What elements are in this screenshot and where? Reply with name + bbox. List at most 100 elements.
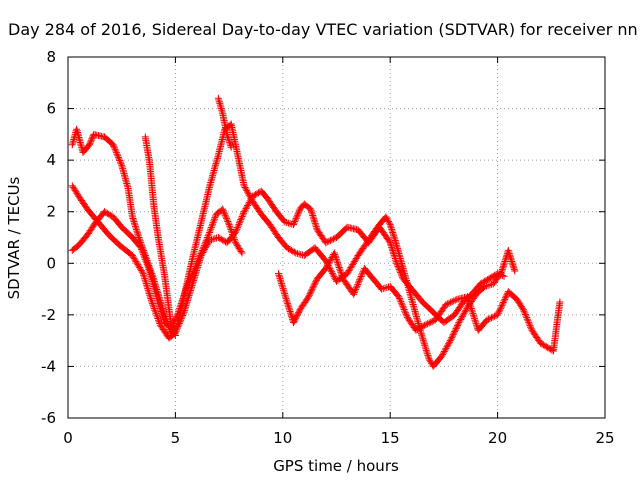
data-point <box>155 318 163 326</box>
data-point <box>304 294 312 302</box>
data-point <box>385 218 392 225</box>
data-point <box>497 269 505 276</box>
data-point <box>308 285 316 293</box>
data-point <box>502 294 509 302</box>
data-point <box>454 322 461 330</box>
data-point <box>426 356 434 364</box>
data-point <box>524 317 532 325</box>
data-point <box>488 314 495 322</box>
data-point <box>140 247 148 255</box>
data-point <box>136 264 144 272</box>
data-point <box>223 216 231 224</box>
data-point <box>167 321 175 329</box>
data-point <box>346 265 354 273</box>
data-point <box>238 214 245 222</box>
data-point <box>295 309 303 317</box>
data-point <box>351 287 359 295</box>
data-point <box>443 343 451 351</box>
data-point <box>324 261 331 269</box>
data-point <box>465 298 473 306</box>
y-tick-label: -2 <box>41 306 56 324</box>
data-point <box>395 293 403 301</box>
data-point <box>198 250 206 258</box>
data-point <box>134 261 142 269</box>
data-point <box>136 235 143 243</box>
data-point <box>292 216 299 224</box>
data-point <box>464 293 471 301</box>
data-point <box>295 208 303 216</box>
data-point <box>138 242 146 250</box>
data-point <box>242 205 250 213</box>
data-point <box>153 311 161 319</box>
data-point <box>325 237 333 245</box>
data-point <box>501 295 509 303</box>
data-point <box>336 265 344 273</box>
data-point <box>500 297 508 305</box>
data-point <box>519 304 526 312</box>
data-point <box>283 244 291 252</box>
data-point <box>232 227 240 235</box>
data-point <box>399 304 407 312</box>
data-point <box>343 270 351 278</box>
data-point <box>116 158 124 166</box>
data-point <box>337 270 345 278</box>
data-point <box>150 303 158 311</box>
data-point <box>239 211 247 219</box>
data-point <box>347 264 355 272</box>
data-point <box>379 285 387 293</box>
data-point <box>476 280 484 288</box>
data-point <box>145 290 153 298</box>
data-point <box>453 323 461 331</box>
data-point <box>496 306 504 314</box>
data-point <box>233 242 241 250</box>
data-point <box>542 343 550 351</box>
data-point <box>154 315 162 322</box>
data-point <box>142 253 150 261</box>
data-point <box>460 309 468 317</box>
data-point <box>293 211 301 219</box>
data-point <box>446 337 454 345</box>
data-point <box>243 203 251 211</box>
data-point <box>221 211 229 219</box>
data-point <box>358 271 366 279</box>
data-point <box>148 300 156 308</box>
data-point <box>137 267 145 275</box>
data-point <box>88 135 96 143</box>
data-point <box>169 326 177 334</box>
data-point <box>244 202 252 209</box>
data-point <box>224 218 232 225</box>
data-point <box>206 229 213 236</box>
data-point <box>152 310 160 318</box>
data-point <box>138 268 146 276</box>
data-point <box>168 324 176 332</box>
data-point <box>153 313 161 321</box>
data-point <box>135 234 143 241</box>
data-point <box>335 262 343 270</box>
data-point <box>294 210 302 218</box>
x-tick-label: 20 <box>488 429 507 447</box>
data-point <box>350 290 358 298</box>
data-point <box>427 318 435 326</box>
data-point <box>424 320 432 328</box>
data-point <box>525 320 533 328</box>
data-point <box>253 190 261 198</box>
data-point <box>323 238 331 246</box>
data-point <box>525 318 533 326</box>
data-point <box>309 284 317 292</box>
data-point <box>400 306 408 313</box>
data-point <box>526 322 534 330</box>
data-point <box>310 282 318 290</box>
data-point <box>141 252 149 259</box>
data-point <box>148 298 156 306</box>
data-point <box>287 246 295 254</box>
data-point <box>489 272 497 280</box>
data-point <box>205 230 213 238</box>
data-point <box>117 160 125 168</box>
data-point <box>449 332 456 340</box>
data-point <box>141 250 149 258</box>
data-point <box>151 306 159 314</box>
data-point <box>219 205 227 213</box>
data-point <box>499 300 507 308</box>
data-point <box>469 311 477 319</box>
